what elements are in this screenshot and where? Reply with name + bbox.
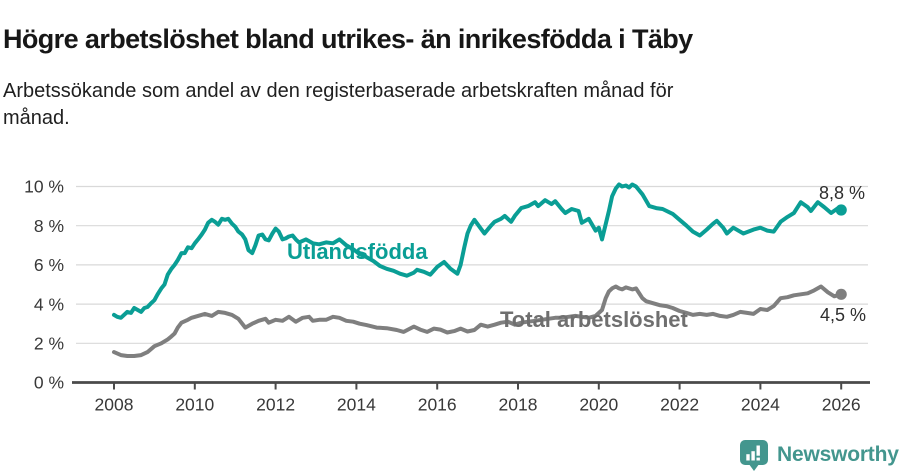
x-tick-label: 2024 bbox=[741, 395, 780, 415]
x-tick-label: 2008 bbox=[95, 395, 134, 415]
y-tick-label: 4 % bbox=[34, 294, 64, 314]
y-tick-label: 2 % bbox=[34, 334, 64, 354]
x-tick-label: 2010 bbox=[175, 395, 214, 415]
x-tick-label: 2012 bbox=[256, 395, 295, 415]
series-line-utlandsfodda bbox=[112, 182, 844, 320]
newsworthy-logo-icon bbox=[739, 439, 769, 472]
series-lines bbox=[112, 182, 847, 358]
x-tick-label: 2018 bbox=[499, 395, 538, 415]
y-tick-label: 0 % bbox=[34, 373, 64, 393]
y-tick-label: 10 % bbox=[24, 177, 64, 197]
y-tick-label: 8 % bbox=[34, 216, 64, 236]
end-value-label-total: 4,5 % bbox=[820, 305, 866, 325]
series-label-utlandsfodda: Utlandsfödda bbox=[287, 239, 428, 264]
chart-title: Högre arbetslöshet bland utrikes- än inr… bbox=[3, 24, 693, 55]
y-axis-labels: 0 % 2 % 4 % 6 % 8 % 10 % bbox=[24, 177, 64, 393]
x-tick-label: 2020 bbox=[579, 395, 618, 415]
series-line-total-arbetsloshet bbox=[112, 284, 844, 358]
end-dot-utlandsfodda bbox=[835, 204, 847, 216]
x-tick-label: 2014 bbox=[337, 395, 376, 415]
chart-subtitle: Arbetssökande som andel av den registerb… bbox=[3, 80, 674, 129]
y-tick-label: 6 % bbox=[34, 255, 64, 275]
x-axis: 2008 2010 2012 2014 2016 2018 2020 2022 2024 2026 bbox=[72, 381, 870, 415]
end-value-label-utlandsfodda: 8,8 % bbox=[819, 183, 865, 203]
brand-footer: Newsworthy bbox=[739, 438, 899, 472]
series-label-total-arbetsloshet: Total arbetslöshet bbox=[500, 307, 689, 332]
x-tick-label: 2016 bbox=[418, 395, 457, 415]
x-tick-label: 2026 bbox=[822, 395, 861, 415]
x-tick-label: 2022 bbox=[660, 395, 699, 415]
gridlines bbox=[76, 185, 868, 344]
brand-name: Newsworthy bbox=[777, 443, 899, 466]
end-dot-total-arbetsloshet bbox=[835, 288, 847, 300]
